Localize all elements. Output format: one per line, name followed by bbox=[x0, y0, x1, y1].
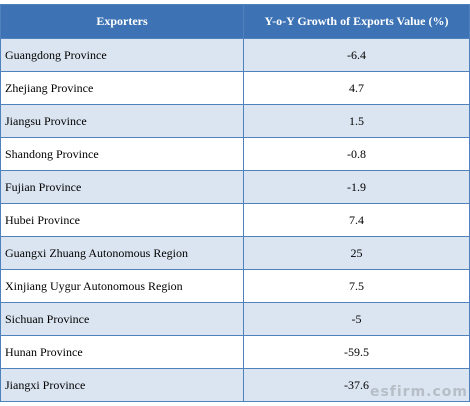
table-row: Guangxi Zhuang Autonomous Region 25 bbox=[0, 236, 470, 270]
growth-value: -37.6 bbox=[243, 368, 470, 402]
table-row: Jiangsu Province 1.5 bbox=[0, 104, 470, 138]
table-row: Shandong Province -0.8 bbox=[0, 137, 470, 171]
exporter-name: Sichuan Province bbox=[0, 302, 244, 336]
header-yoy-growth: Y-o-Y Growth of Exports Value (%) bbox=[243, 4, 470, 39]
exporter-name: Hubei Province bbox=[0, 203, 244, 237]
growth-value: 7.5 bbox=[243, 269, 470, 303]
growth-value: 1.5 bbox=[243, 104, 470, 138]
exporter-name: Guangdong Province bbox=[0, 38, 244, 72]
exporter-name: Zhejiang Province bbox=[0, 71, 244, 105]
table-row: Sichuan Province -5 bbox=[0, 302, 470, 336]
table-row: Zhejiang Province 4.7 bbox=[0, 71, 470, 105]
growth-value: 7.4 bbox=[243, 203, 470, 237]
table-row: Hubei Province 7.4 bbox=[0, 203, 470, 237]
table-header-row: Exporters Y-o-Y Growth of Exports Value … bbox=[0, 4, 470, 39]
table-row: Fujian Province -1.9 bbox=[0, 170, 470, 204]
growth-value: -1.9 bbox=[243, 170, 470, 204]
growth-value: -6.4 bbox=[243, 38, 470, 72]
exports-growth-table: Exporters Y-o-Y Growth of Exports Value … bbox=[0, 4, 470, 402]
growth-value: -59.5 bbox=[243, 335, 470, 369]
exporter-name: Guangxi Zhuang Autonomous Region bbox=[0, 236, 244, 270]
exporter-name: Xinjiang Uygur Autonomous Region bbox=[0, 269, 244, 303]
growth-value: -5 bbox=[243, 302, 470, 336]
table-row: Xinjiang Uygur Autonomous Region 7.5 bbox=[0, 269, 470, 303]
exporter-name: Fujian Province bbox=[0, 170, 244, 204]
exporter-name: Jiangsu Province bbox=[0, 104, 244, 138]
growth-value: 25 bbox=[243, 236, 470, 270]
exporter-name: Jiangxi Province bbox=[0, 368, 244, 402]
header-exporters: Exporters bbox=[0, 4, 244, 39]
exporter-name: Shandong Province bbox=[0, 137, 244, 171]
growth-value: 4.7 bbox=[243, 71, 470, 105]
table-row: Guangdong Province -6.4 bbox=[0, 38, 470, 72]
table-row: Jiangxi Province -37.6 bbox=[0, 368, 470, 402]
table-row: Hunan Province -59.5 bbox=[0, 335, 470, 369]
exporter-name: Hunan Province bbox=[0, 335, 244, 369]
growth-value: -0.8 bbox=[243, 137, 470, 171]
